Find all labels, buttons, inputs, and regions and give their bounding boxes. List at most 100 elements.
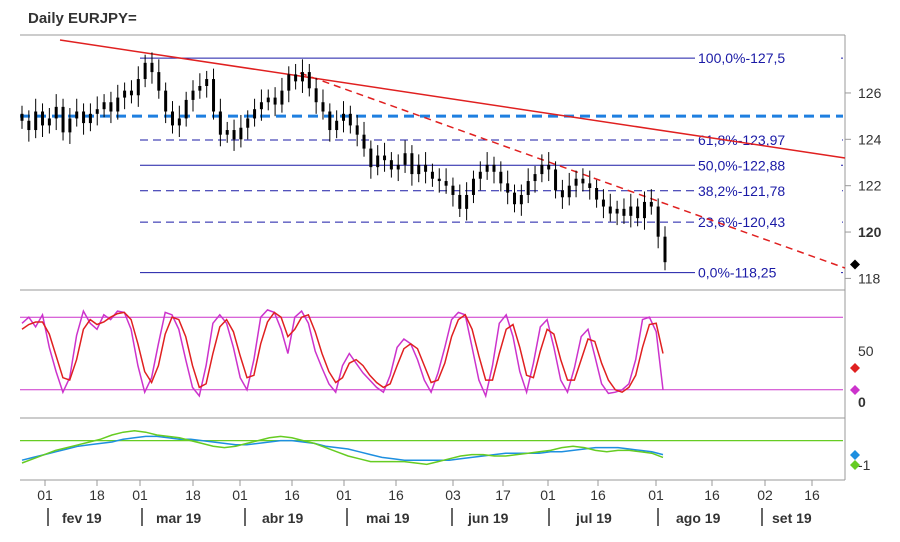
candle-body <box>41 111 45 126</box>
x-month-label: mar 19 <box>156 510 201 526</box>
x-day-label: 01 <box>232 487 248 503</box>
x-day-label: 16 <box>804 487 820 503</box>
candle-body <box>417 164 421 175</box>
date-axis: 01 18 01 18 01 16 01 16 03 17 01 16 01 16 02 16 fev 19 ma… <box>37 480 820 526</box>
fib-label-bg <box>695 262 841 282</box>
x-day-label: 01 <box>37 487 53 503</box>
candle-body <box>465 194 469 209</box>
candle-body <box>280 90 284 105</box>
fibonacci-levels: 100,0%-127,5 61,8%-123,97 50,0%-122,88 38,2… <box>20 48 843 282</box>
candle-body <box>526 181 530 195</box>
stoch-tick-label: 50 <box>858 343 874 359</box>
chart-title: Daily EURJPY= <box>28 10 137 27</box>
candle-body <box>458 194 462 209</box>
trend-line-dashed <box>299 72 846 269</box>
candle-body <box>157 72 161 91</box>
candle-body <box>444 181 448 186</box>
candle-body <box>649 201 653 207</box>
candle-body <box>533 174 537 182</box>
candle-body <box>615 208 619 214</box>
candle-body <box>437 178 441 182</box>
candle-body <box>20 113 24 121</box>
candle-body <box>287 74 291 91</box>
fib-label-bg <box>695 155 841 175</box>
candle-body <box>383 155 387 161</box>
fib-label: 23,6%-120,43 <box>698 214 785 230</box>
y-tick-label: 124 <box>858 131 882 147</box>
candle-body <box>642 201 646 219</box>
x-month-label: mai 19 <box>366 510 410 526</box>
price-candles <box>20 52 667 271</box>
candle-body <box>184 99 188 119</box>
candle-body <box>47 118 51 126</box>
candle-body <box>369 148 373 168</box>
x-month-label: set 19 <box>772 510 812 526</box>
stoch-series <box>21 311 664 394</box>
x-day-label: 01 <box>648 487 664 503</box>
fib-label: 100,0%-127,5 <box>698 50 785 66</box>
x-day-label: 02 <box>757 487 773 503</box>
candle-body <box>608 206 612 214</box>
candle-body <box>567 185 571 198</box>
fib-label: 61,8%-123,97 <box>698 132 785 148</box>
stoch-d-marker <box>850 363 860 373</box>
candle-body <box>478 171 482 179</box>
x-day-label: 17 <box>495 487 511 503</box>
x-month-label: abr 19 <box>262 510 303 526</box>
candle-body <box>622 208 626 216</box>
indicator-series <box>21 435 664 461</box>
candle-body <box>82 111 86 124</box>
candle-body <box>519 194 523 205</box>
x-day-label: 03 <box>445 487 461 503</box>
candle-body <box>34 111 38 131</box>
last-price-marker <box>850 259 860 270</box>
candle-body <box>540 164 544 175</box>
stoch-k-marker <box>850 385 860 395</box>
candle-body <box>574 178 578 186</box>
candle-body <box>198 86 202 91</box>
candle-body <box>212 79 216 112</box>
candle-body <box>191 90 195 100</box>
candle-body <box>232 130 236 140</box>
stochastic-panel: 50 0 <box>20 309 874 410</box>
candle-body <box>636 206 640 219</box>
trend-line-solid <box>59 39 846 159</box>
candle-body <box>560 190 564 198</box>
candle-body <box>164 90 168 112</box>
candle-body <box>54 106 58 119</box>
candle-body <box>177 118 181 126</box>
candle-body <box>205 79 209 86</box>
indicator-panel: -1 <box>20 430 871 473</box>
indicator-tick-label: -1 <box>858 457 871 473</box>
candle-body <box>430 171 434 179</box>
candle-body <box>273 97 277 105</box>
candle-body <box>314 88 318 103</box>
candle-body <box>471 178 475 195</box>
x-day-label: 16 <box>284 487 300 503</box>
stoch-series <box>21 309 664 399</box>
candle-body <box>389 160 393 170</box>
candle-body <box>663 236 667 263</box>
fib-label-bg <box>695 130 841 150</box>
x-month-label: jul 19 <box>575 510 612 526</box>
trend-lines <box>59 39 846 269</box>
candle-body <box>259 102 263 110</box>
candle-body <box>294 74 298 82</box>
candle-body <box>123 90 127 98</box>
fib-label: 38,2%-121,78 <box>698 183 785 199</box>
x-day-label: 01 <box>540 487 556 503</box>
candle-body <box>629 206 633 216</box>
indicator-blue-marker <box>850 450 860 460</box>
y-tick-label: 120 <box>858 224 882 240</box>
candle-body <box>335 120 339 131</box>
candle-body <box>307 72 311 89</box>
candle-body <box>601 199 605 207</box>
candle-body <box>225 130 229 135</box>
candle-body <box>27 120 31 131</box>
candle-body <box>95 109 99 114</box>
candle-body <box>136 79 140 96</box>
candle-body <box>499 171 503 184</box>
x-day-label: 16 <box>704 487 720 503</box>
candle-body <box>492 164 496 172</box>
x-day-label: 16 <box>590 487 606 503</box>
